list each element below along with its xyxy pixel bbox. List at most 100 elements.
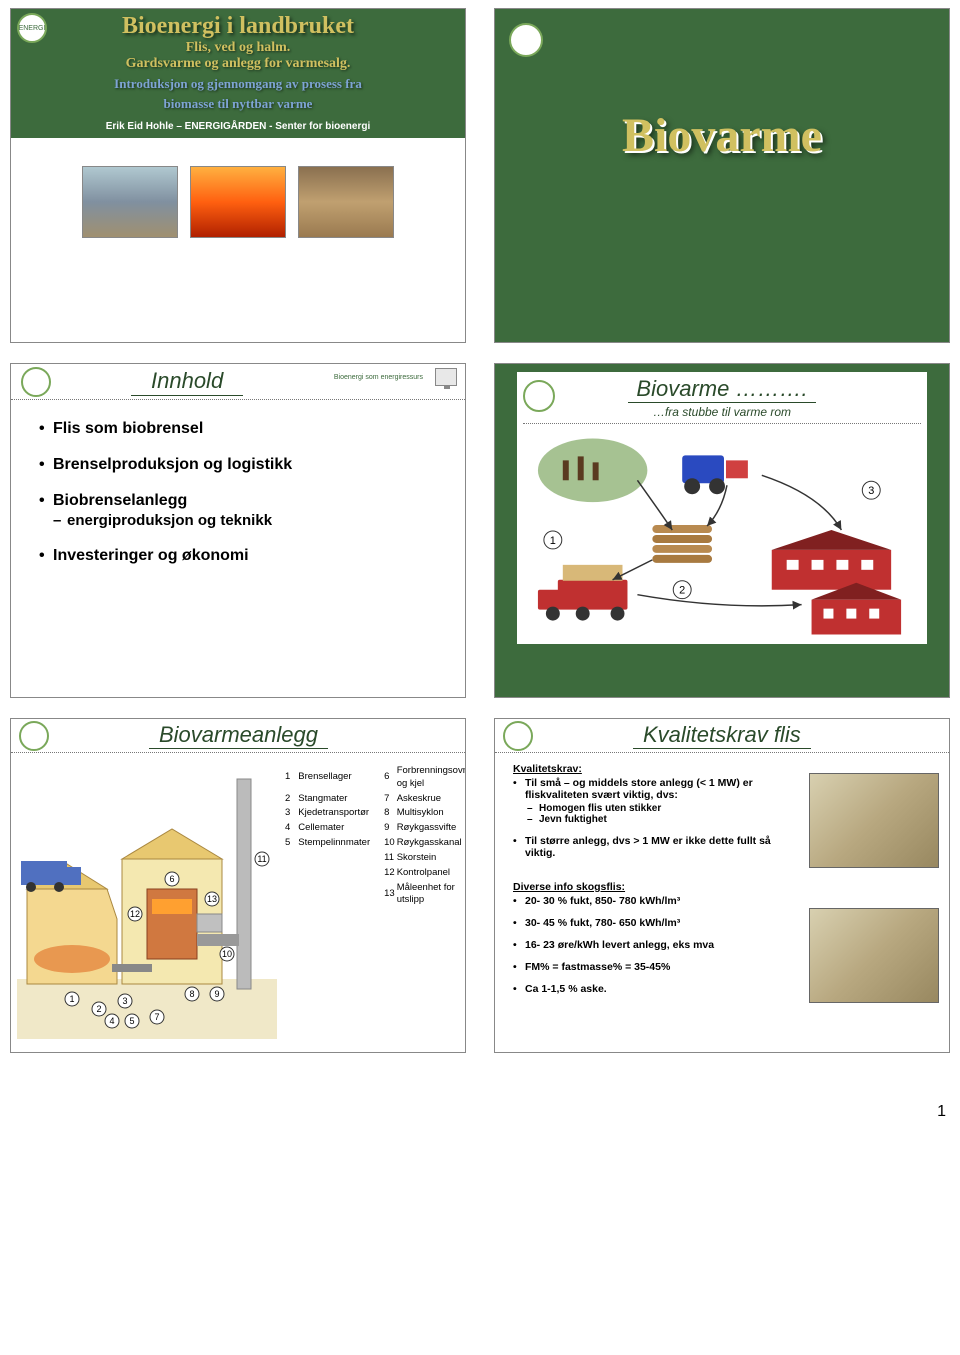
svg-text:3: 3: [868, 485, 874, 497]
svg-text:3: 3: [122, 996, 127, 1006]
slide1-title: Bioenergi i landbruket: [19, 13, 457, 40]
monitor-icon: [435, 368, 457, 386]
slide1-sub1a: Flis, ved og halm.: [19, 40, 457, 56]
svg-text:6: 6: [169, 874, 174, 884]
legend-num: 9: [372, 822, 395, 835]
svg-text:7: 7: [154, 1012, 159, 1022]
slide3-heading: Innhold: [131, 368, 243, 396]
s3-item-c-label: Biobrenselanlegg: [53, 492, 187, 509]
slide-4: Biovarme ………. …fra stubbe til varme rom: [494, 363, 950, 698]
photo-chips-pile: [809, 908, 939, 1003]
photo-chips: [298, 166, 394, 238]
svg-text:2: 2: [96, 1004, 101, 1014]
svg-text:13: 13: [207, 894, 217, 904]
slide5-header: Biovarmeanlegg: [11, 719, 465, 753]
legend-label: [298, 882, 370, 908]
legend-label: Skorstein: [397, 852, 466, 865]
s6-d2: 30- 45 % fukt, 780- 650 kWh/lm³: [513, 917, 793, 929]
s3-item-b: Brenselproduksjon og logistikk: [39, 456, 455, 474]
s6-b1-text: Til små – og middels store anlegg (< 1 M…: [525, 777, 753, 801]
svg-text:5: 5: [129, 1016, 134, 1026]
svg-text:9: 9: [214, 989, 219, 999]
logo-icon: [21, 367, 51, 397]
slide4-panel: Biovarme ………. …fra stubbe til varme rom: [517, 372, 927, 644]
s6-grp2-title: Diverse info skogsflis:: [513, 881, 793, 893]
slide3-header: Innhold Bioenergi som energiressurs: [11, 364, 465, 400]
legend-label: Røykgasskanal: [397, 837, 466, 850]
s6-photos: [809, 763, 939, 1005]
legend-num: 6: [372, 765, 395, 791]
process-diagram: 1 2 3: [523, 430, 921, 640]
slide6-header: Kvalitetskrav flis: [495, 719, 949, 753]
svg-text:4: 4: [109, 1016, 114, 1026]
svg-text:11: 11: [257, 854, 266, 864]
s6-d1: 20- 30 % fukt, 850- 780 kWh/lm³: [513, 895, 793, 907]
legend-num: [285, 882, 296, 908]
s6-b2: Til større anlegg, dvs > 1 MW er ikke de…: [513, 835, 793, 859]
legend-num: 3: [285, 807, 296, 820]
slide6-heading: Kvalitetskrav flis: [633, 722, 811, 749]
slide-5: Biovarmeanlegg: [10, 718, 466, 1053]
svg-text:12: 12: [130, 909, 140, 919]
slide-3: Innhold Bioenergi som energiressurs Flis…: [10, 363, 466, 698]
legend-table: 1Brensellager6Forbrenningsovn og kjel2St…: [283, 763, 466, 909]
s6-b1: Til små – og middels store anlegg (< 1 M…: [513, 777, 793, 825]
slide1-banner: ENERGI Bioenergi i landbruket Flis, ved …: [11, 9, 465, 138]
legend-num: 1: [285, 765, 296, 791]
slide-1: ENERGI Bioenergi i landbruket Flis, ved …: [10, 8, 466, 343]
slide-grid: ENERGI Bioenergi i landbruket Flis, ved …: [10, 8, 950, 1053]
slide5-heading: Biovarmeanlegg: [149, 722, 328, 749]
photo-woodpile: [82, 166, 178, 238]
svg-text:10: 10: [222, 949, 232, 959]
s3-item-c1: energiproduksjon og teknikk: [53, 512, 455, 529]
legend-label: Stangmater: [298, 793, 370, 806]
logo-icon: [523, 380, 555, 412]
legend-num: 8: [372, 807, 395, 820]
legend-label: Brensellager: [298, 765, 370, 791]
s6-b1a: Homogen flis uten stikker: [525, 803, 793, 814]
slide1-sub1b: Gardsvarme og anlegg for varmesalg.: [19, 56, 457, 72]
legend-num: 10: [372, 837, 395, 850]
s6-d4: FM% = fastmasse% = 35-45%: [513, 961, 793, 973]
slide1-author: Erik Eid Hohle – ENERGIGÅRDEN - Senter f…: [19, 121, 457, 132]
legend-label: Røykgassvifte: [397, 822, 466, 835]
legend-num: 2: [285, 793, 296, 806]
slide6-body: Kvalitetskrav: Til små – og middels stor…: [495, 753, 949, 1009]
legend-label: Måleenhet for utslipp: [397, 882, 466, 908]
legend-num: 4: [285, 822, 296, 835]
legend-label: [298, 867, 370, 880]
legend-label: Kontrolpanel: [397, 867, 466, 880]
slide4-sub: …fra stubbe til varme rom: [653, 405, 791, 419]
s6-d5: Ca 1-1,5 % aske.: [513, 983, 793, 995]
legend-label: Askeskrue: [397, 793, 466, 806]
logo-icon: ENERGI: [17, 13, 47, 43]
slide4-diagram: 1 2 3: [523, 430, 921, 640]
legend-label: Stempelinnmater: [298, 837, 370, 850]
s6-d3: 16- 23 øre/kWh levert anlegg, eks mva: [513, 939, 793, 951]
slide5-legend: 1Brensellager6Forbrenningsovn og kjel2St…: [277, 759, 466, 1039]
legend-label: Forbrenningsovn og kjel: [397, 765, 466, 791]
slide-6: Kvalitetskrav flis Kvalitetskrav: Til sm…: [494, 718, 950, 1053]
slide1-photos: [11, 138, 465, 238]
svg-text:1: 1: [69, 994, 74, 1004]
slide1-sub2a: Introduksjon og gjennomgang av prosess f…: [19, 76, 457, 92]
slide1-sub2b: biomasse til nyttbar varme: [19, 96, 457, 112]
s6-grp1-title: Kvalitetskrav:: [513, 763, 793, 775]
legend-label: [298, 852, 370, 865]
photo-fire: [190, 166, 286, 238]
boiler-diagram: 1 2 3 4 5 6 7 8 9 10 11 12 13: [17, 759, 277, 1039]
legend-label: Cellemater: [298, 822, 370, 835]
slide-2: Biovarme: [494, 8, 950, 343]
legend-label: Multisyklon: [397, 807, 466, 820]
legend-num: 11: [372, 852, 395, 865]
svg-text:1: 1: [550, 535, 556, 547]
legend-num: [285, 852, 296, 865]
page-number: 1: [937, 1103, 946, 1121]
legend-num: 5: [285, 837, 296, 850]
photo-chips-close: [809, 773, 939, 868]
slide3-subhead: Bioenergi som energiressurs: [334, 374, 423, 381]
s6-b1b: Jevn fuktighet: [525, 814, 793, 825]
svg-text:2: 2: [679, 585, 685, 597]
logo-icon: [503, 721, 533, 751]
legend-num: [285, 867, 296, 880]
